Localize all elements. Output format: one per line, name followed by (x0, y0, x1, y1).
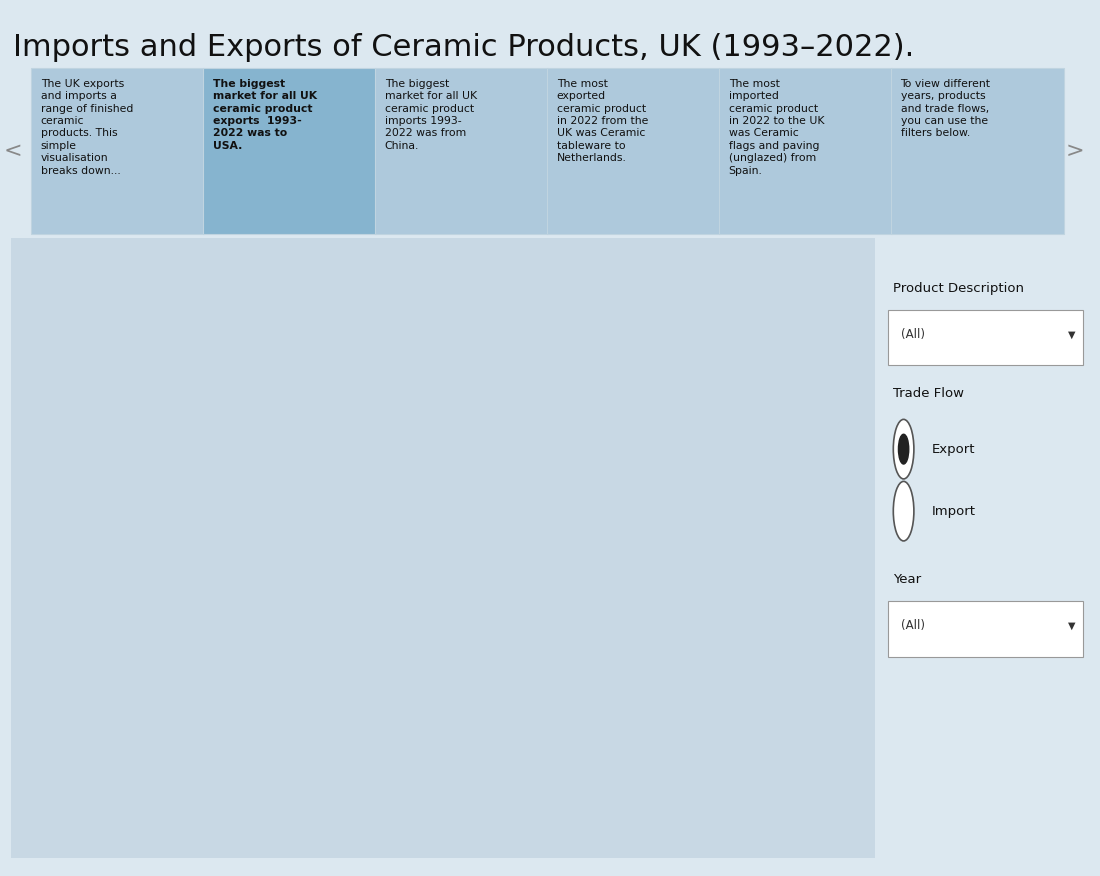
Text: The most
exported
ceramic product
in 2022 from the
UK was Ceramic
tableware to
N: The most exported ceramic product in 202… (557, 79, 648, 163)
Polygon shape (218, 611, 244, 629)
Polygon shape (184, 592, 210, 617)
Text: Canada: Canada (379, 376, 419, 386)
Polygon shape (460, 244, 641, 369)
Text: Product Description: Product Description (893, 282, 1024, 294)
Text: Peru: Peru (449, 841, 472, 851)
Text: Colombia: Colombia (470, 813, 519, 823)
Polygon shape (244, 251, 684, 462)
Circle shape (899, 434, 909, 464)
Text: The UK exports
and imports a
range of finished
ceramic
products. This
simple
vis: The UK exports and imports a range of fi… (41, 79, 133, 176)
Text: Imports and Exports of Ceramic Products, UK (1993–2022).: Imports and Exports of Ceramic Products,… (13, 33, 914, 62)
Text: ▼: ▼ (1068, 621, 1075, 631)
Text: Trade Flow: Trade Flow (893, 387, 964, 400)
Text: Export: Export (932, 442, 975, 456)
Text: The biggest
market for all UK
ceramic product
imports 1993-
2022 was from
China.: The biggest market for all UK ceramic pr… (385, 79, 476, 151)
Text: Brazil: Brazil (566, 847, 595, 858)
FancyBboxPatch shape (888, 309, 1082, 365)
Circle shape (893, 420, 914, 479)
Polygon shape (417, 809, 650, 876)
Text: © 2024 Mapbox  © OpenStreetMap: © 2024 Mapbox © OpenStreetMap (20, 841, 195, 851)
Text: The most
imported
ceramic product
in 2022 to the UK
was Ceramic
flags and paving: The most imported ceramic product in 202… (728, 79, 824, 176)
Polygon shape (348, 617, 477, 778)
Polygon shape (417, 778, 469, 815)
Text: ▼: ▼ (1068, 329, 1075, 339)
Text: The biggest
market for all UK
ceramic product
exports  1993-
2022 was to
USA.: The biggest market for all UK ceramic pr… (212, 79, 317, 151)
Text: (All): (All) (902, 328, 925, 341)
Text: >: > (1066, 141, 1083, 161)
Text: <: < (4, 141, 22, 161)
Polygon shape (45, 244, 262, 505)
Text: (All): (All) (902, 619, 925, 632)
Text: To view different
years, products
and trade flows,
you can use the
filters below: To view different years, products and tr… (901, 79, 990, 138)
Text: Year: Year (893, 573, 921, 586)
Text: Mexico: Mexico (382, 698, 418, 709)
Circle shape (893, 482, 914, 541)
Polygon shape (287, 437, 668, 629)
Polygon shape (37, 486, 80, 505)
FancyBboxPatch shape (888, 601, 1082, 657)
Text: Import: Import (932, 505, 976, 518)
